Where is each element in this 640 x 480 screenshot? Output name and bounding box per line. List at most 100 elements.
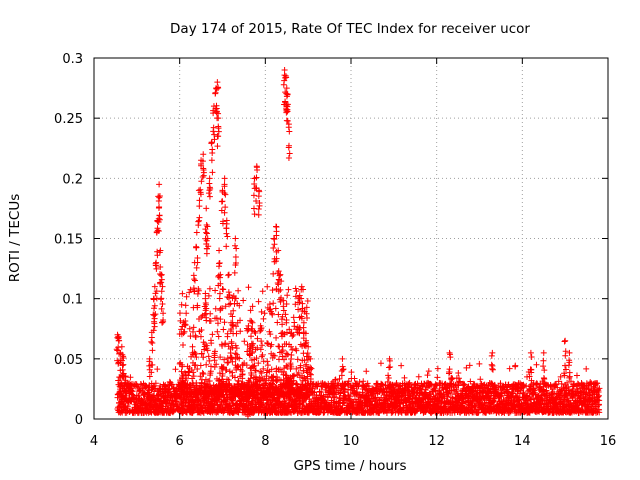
activity-point: [194, 302, 201, 309]
series-cluster-point: [247, 365, 254, 372]
series-cluster-point: [225, 272, 232, 279]
series-cluster-point: [229, 321, 236, 328]
series-point: [305, 343, 312, 350]
series-cluster-point: [222, 204, 229, 211]
series-cluster-point: [338, 385, 345, 392]
activity-point: [222, 303, 229, 310]
activity-point: [177, 359, 184, 366]
series-cluster-point: [302, 340, 309, 347]
series-cluster-point: [489, 383, 496, 390]
series-cluster-point: [214, 84, 221, 91]
activity-point: [189, 328, 196, 335]
activity-point: [280, 376, 287, 383]
activity-point: [268, 383, 275, 390]
series-cluster-point: [152, 311, 159, 318]
baseline-point: [455, 375, 462, 382]
activity-point: [291, 372, 298, 379]
series-cluster-point: [155, 215, 162, 222]
series-cluster-point: [206, 184, 213, 191]
activity-point: [245, 284, 252, 291]
series-cluster-point: [284, 117, 291, 124]
activity-point: [255, 298, 262, 305]
series-cluster-point: [307, 381, 314, 388]
activity-point: [278, 387, 285, 394]
baseline-point: [398, 362, 405, 369]
activity-point: [231, 300, 238, 307]
activity-point: [265, 375, 272, 382]
activity-point: [178, 326, 185, 333]
activity-point: [248, 369, 255, 376]
series-cluster-point: [272, 258, 279, 265]
series-cluster-point: [217, 305, 224, 312]
activity-point: [214, 320, 221, 327]
series-point: [225, 271, 232, 278]
series-point: [118, 343, 125, 350]
activity-point: [276, 356, 283, 363]
activity-point: [209, 387, 216, 394]
baseline-point: [123, 390, 130, 397]
activity-point: [258, 338, 265, 345]
series-cluster-point: [273, 232, 280, 239]
baseline-point: [432, 381, 439, 388]
activity-point: [198, 314, 205, 321]
series-cluster-point: [158, 319, 165, 326]
baseline-point: [563, 392, 570, 399]
activity-point: [216, 370, 223, 377]
series-cluster-point: [307, 366, 314, 373]
series-cluster-point: [200, 167, 207, 174]
series-cluster-point: [122, 377, 129, 384]
baseline-point: [401, 374, 408, 381]
series-cluster-point: [151, 318, 158, 325]
activity-point: [213, 315, 220, 322]
activity-point: [248, 333, 255, 340]
series-cluster-point: [253, 197, 260, 204]
activity-point: [219, 365, 226, 372]
series-cluster-point: [214, 143, 221, 150]
series-cluster-point: [255, 206, 262, 213]
activity-point: [183, 293, 190, 300]
series-point: [230, 307, 237, 314]
series-cluster-point: [149, 339, 156, 346]
series-cluster-point: [288, 351, 295, 358]
series-cluster-point: [285, 154, 292, 161]
baseline-point: [345, 378, 352, 385]
activity-point: [257, 346, 264, 353]
series-point: [121, 373, 128, 380]
activity-point: [254, 344, 261, 351]
activity-point: [252, 330, 259, 337]
baseline-point: [378, 394, 385, 401]
activity-point: [258, 390, 265, 397]
baseline-point: [448, 376, 455, 383]
activity-point: [294, 356, 301, 363]
series-cluster-point: [447, 354, 454, 361]
activity-point: [202, 290, 209, 297]
series-cluster-point: [223, 243, 230, 250]
series-cluster-point: [193, 264, 200, 271]
baseline-point: [404, 383, 411, 390]
baseline-point: [405, 380, 412, 387]
baseline-point: [573, 372, 580, 379]
series-cluster-point: [527, 366, 534, 373]
baseline-point: [356, 379, 363, 386]
activity-point: [240, 297, 247, 304]
activity-point: [218, 363, 225, 370]
activity-point: [297, 362, 304, 369]
series-cluster-point: [279, 343, 286, 350]
activity-point: [247, 307, 254, 314]
series-point: [221, 175, 228, 182]
activity-point: [204, 347, 211, 354]
series-cluster-point: [114, 347, 121, 354]
baseline-point: [172, 366, 179, 373]
series-cluster-point: [191, 277, 198, 284]
series-cluster-point: [286, 128, 293, 135]
activity-point: [200, 370, 207, 377]
series-cluster-point: [248, 340, 255, 347]
series-cluster-point: [209, 146, 216, 153]
activity-point: [233, 345, 240, 352]
baseline-point: [136, 386, 143, 393]
activity-point: [263, 369, 270, 376]
baseline-point: [528, 396, 535, 403]
series-cluster-point: [244, 413, 251, 420]
baseline-point: [336, 394, 343, 401]
activity-point: [232, 350, 239, 357]
